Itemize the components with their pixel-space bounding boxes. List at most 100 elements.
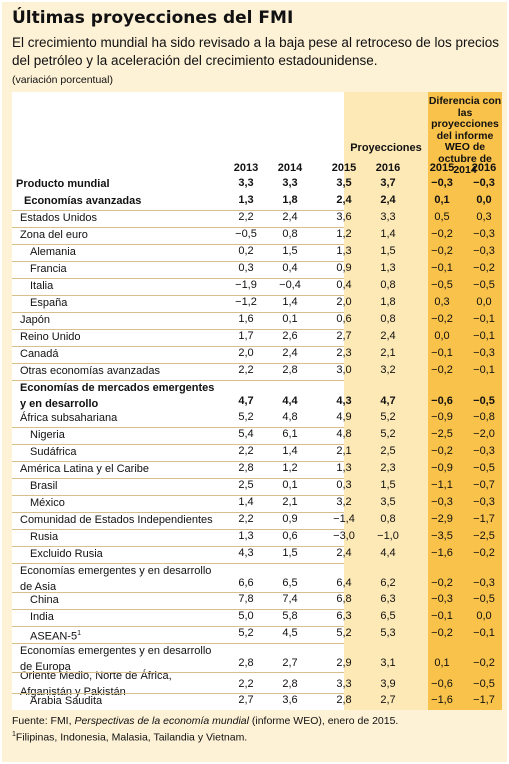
row-label: Estados Unidos — [20, 212, 98, 224]
table-cell: 3,9 — [380, 678, 396, 690]
table-cell: 1,3 — [380, 262, 396, 274]
table-cell: 2,8 — [238, 657, 254, 669]
table-cell: −0,2 — [431, 577, 453, 589]
table-cell: 1,5 — [380, 245, 396, 257]
year-header: 2014 — [277, 162, 303, 174]
row-divider — [12, 461, 344, 462]
table-cell: 5,2 — [238, 627, 254, 639]
table-cell: 0,1 — [282, 313, 298, 325]
table-cell: 3,6 — [336, 211, 352, 223]
table-cell: −0,3 — [473, 245, 495, 257]
table-cell: 2,4 — [336, 194, 352, 206]
row-divider — [12, 295, 344, 296]
table-cell: 4,7 — [380, 395, 396, 407]
table-cell: 0,4 — [282, 262, 298, 274]
table-cell: −0,5 — [235, 228, 257, 240]
year-header: 2013 — [233, 162, 259, 174]
table-cell: 5,8 — [282, 610, 298, 622]
page-title: Últimas proyecciones del FMI — [12, 8, 294, 28]
table-cell: −0,5 — [473, 678, 495, 690]
row-label: América Latina y el Caribe — [20, 463, 150, 475]
table-cell: 0,0 — [434, 330, 450, 342]
table-cell: 2,4 — [282, 347, 298, 359]
table-cell: 0,8 — [282, 228, 298, 240]
table-cell: 5,2 — [380, 428, 396, 440]
row-label: ASEAN-51 — [30, 630, 81, 643]
table-cell: −0,9 — [431, 411, 453, 423]
table-cell: 3,5 — [336, 177, 352, 189]
table-cell: 1,5 — [282, 245, 298, 257]
table-row: África subsahariana 5,2 4,8 4,9 5,2 −0,9 −0,8 — [12, 410, 502, 427]
table-cell: 3,5 — [380, 496, 396, 508]
table-cell: −1,4 — [333, 513, 355, 525]
table-cell: 2,1 — [282, 496, 298, 508]
row-label: Italia — [30, 280, 54, 292]
table-cell: 0,0 — [476, 194, 492, 206]
table-cell: 2,5 — [238, 479, 254, 491]
table-cell: −0,3 — [473, 228, 495, 240]
row-label: Economías emergentes y en desarrollo de A… — [20, 565, 212, 593]
table-cell: 6,8 — [336, 593, 352, 605]
table-cell: 3,6 — [282, 694, 298, 706]
row-label: Arabia Saudita — [30, 695, 103, 707]
table-cell: 1,4 — [282, 445, 298, 457]
table-cell: 2,9 — [336, 657, 352, 669]
row-label: Excluido Rusia — [30, 548, 103, 560]
table-cell: −0,7 — [473, 479, 495, 491]
table-cell: −0,1 — [473, 627, 495, 639]
row-label: China — [30, 594, 59, 606]
projections-column-band — [344, 92, 428, 710]
table-cell: −0,5 — [431, 279, 453, 291]
table-cell: 2,4 — [380, 330, 396, 342]
table-cell: 3,0 — [336, 364, 352, 376]
table-row: Japón 1,6 0,1 0,6 0,8 −0,2 −0,1 — [12, 312, 502, 329]
row-divider — [12, 563, 344, 564]
table-row: Economías emergentes y en desarrollo de E… — [12, 645, 502, 673]
table-cell: −3,0 — [333, 530, 355, 542]
table-cell: −1,6 — [431, 547, 453, 559]
row-divider — [12, 609, 344, 610]
table-cell: 0,3 — [238, 262, 254, 274]
row-divider — [12, 592, 344, 593]
row-label: Oriente Medio, Norte de África, Afganistá… — [20, 670, 172, 698]
table-cell: 1,3 — [336, 462, 352, 474]
table-cell: −1,0 — [377, 530, 399, 542]
table-cell: −0,8 — [473, 411, 495, 423]
table-cell: −0,3 — [473, 445, 495, 457]
table-cell: 1,4 — [380, 228, 396, 240]
table-cell: 2,0 — [336, 296, 352, 308]
table-cell: 7,8 — [238, 593, 254, 605]
table-cell: 0,5 — [434, 211, 450, 223]
table-cell: 3,3 — [282, 177, 298, 189]
table-cell: 2,6 — [282, 330, 298, 342]
row-label: Nigeria — [30, 429, 65, 441]
table-cell: 1,4 — [282, 296, 298, 308]
row-label: Economías emergentes y en desarrollo de E… — [20, 645, 212, 673]
table-cell: −0,2 — [473, 657, 495, 669]
table-cell: −1,9 — [235, 279, 257, 291]
table-cell: −1,1 — [431, 479, 453, 491]
table-cell: 3,2 — [336, 496, 352, 508]
row-divider — [12, 244, 344, 245]
table-cell: 3,3 — [380, 211, 396, 223]
table-cell: 2,4 — [380, 194, 396, 206]
table-cell: 6,5 — [282, 577, 298, 589]
table-cell: −1,7 — [473, 694, 495, 706]
table-cell: 4,4 — [380, 547, 396, 559]
table-row: Estados Unidos 2,2 2,4 3,6 3,3 0,5 0,3 — [12, 210, 502, 227]
table-row: Excluido Rusia 4,3 1,5 2,4 4,4 −1,6 −0,2 — [12, 546, 502, 563]
year-header: 2015 — [429, 162, 455, 174]
table-row: Economías avanzadas 1,3 1,8 2,4 2,4 0,1 0,0 — [12, 193, 502, 210]
year-header: 2016 — [471, 162, 497, 174]
table-cell: −0,2 — [473, 547, 495, 559]
table-cell: 3,7 — [380, 177, 396, 189]
table-row: Zona del euro −0,5 0,8 1,2 1,4 −0,2 −0,3 — [12, 227, 502, 244]
table-cell: 0,0 — [476, 296, 492, 308]
table-cell: 2,1 — [380, 347, 396, 359]
table-cell: −1,6 — [431, 694, 453, 706]
table-cell: 0,8 — [380, 279, 396, 291]
table-row: Oriente Medio, Norte de África, Afganistá… — [12, 670, 502, 698]
table-cell: 6,5 — [380, 610, 396, 622]
row-label: México — [30, 497, 65, 509]
table-cell: 4,8 — [336, 428, 352, 440]
